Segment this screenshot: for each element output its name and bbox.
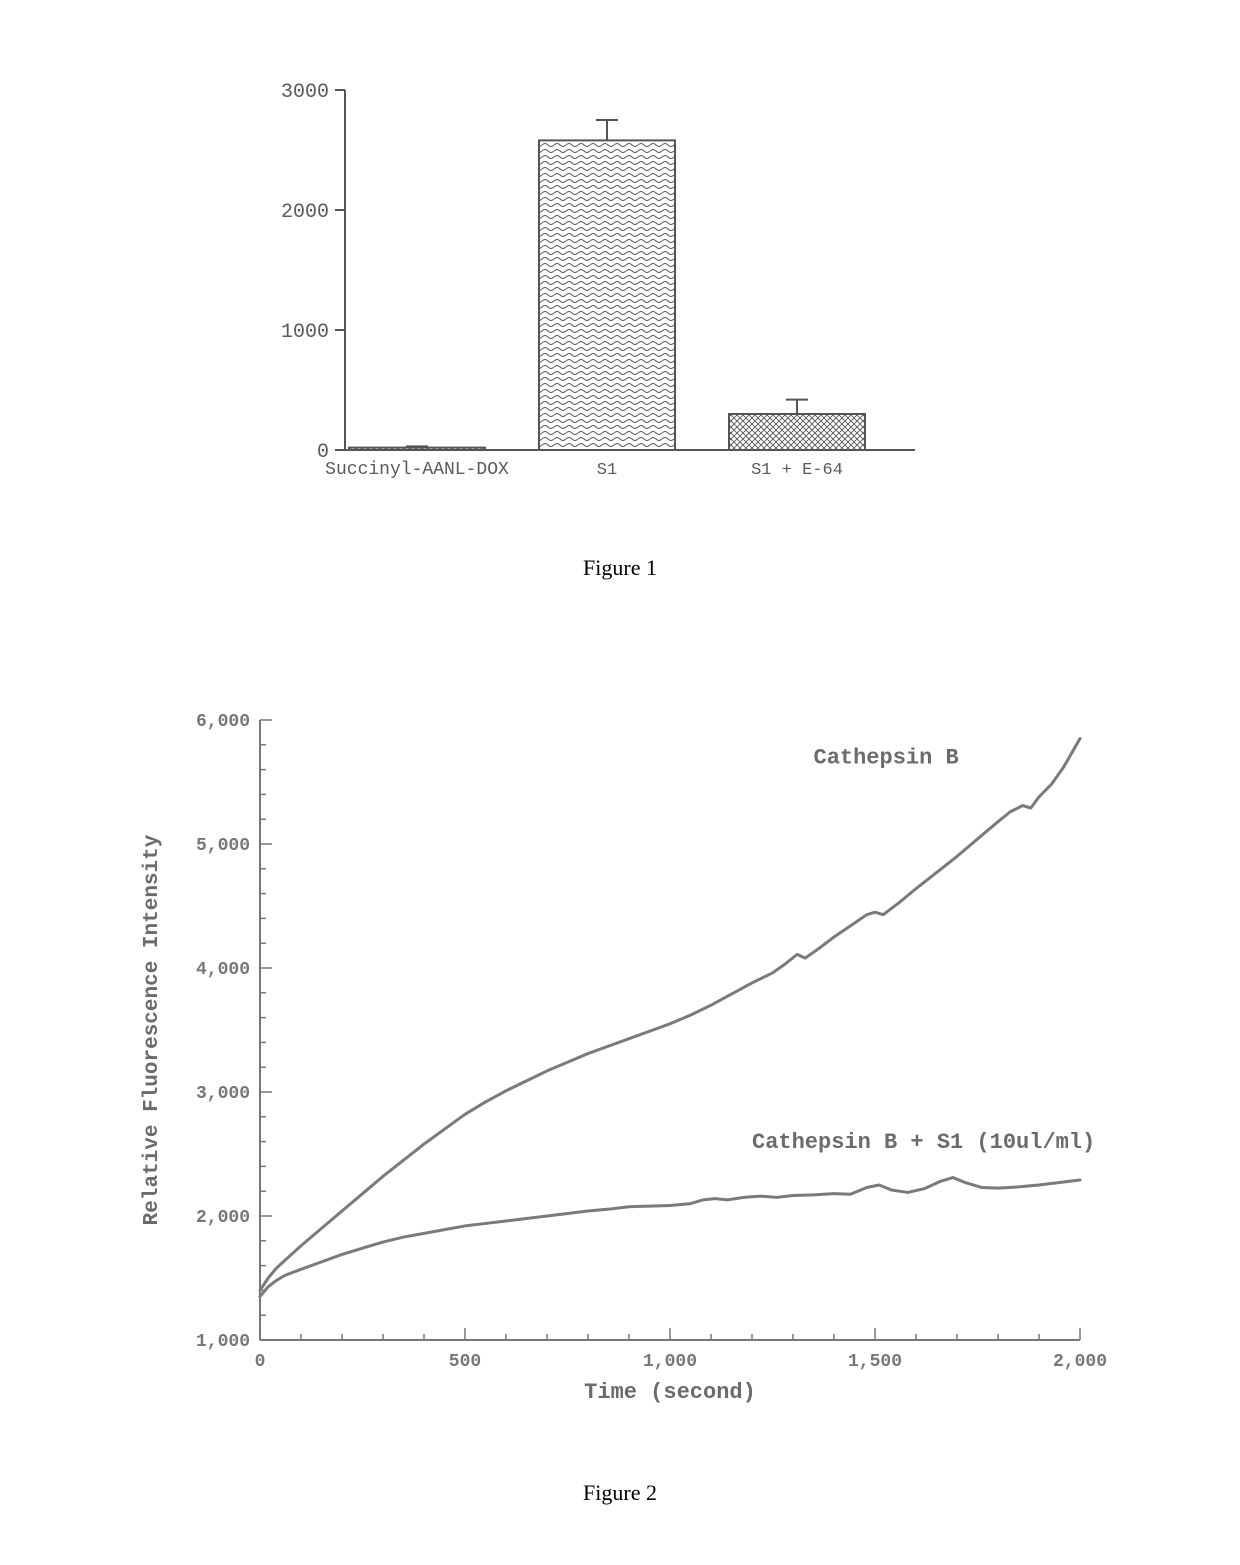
svg-text:0: 0 xyxy=(255,1352,266,1372)
svg-text:Relative Fluorescence Intensit: Relative Fluorescence Intensity xyxy=(141,834,164,1225)
svg-text:1,000: 1,000 xyxy=(643,1352,697,1372)
svg-text:Succinyl-AANL-DOX: Succinyl-AANL-DOX xyxy=(325,460,509,480)
svg-text:6,000: 6,000 xyxy=(196,712,250,732)
svg-text:4,000: 4,000 xyxy=(196,960,250,980)
svg-text:1000: 1000 xyxy=(281,321,329,344)
svg-text:500: 500 xyxy=(449,1352,481,1372)
svg-text:1,500: 1,500 xyxy=(848,1352,902,1372)
svg-text:3000: 3000 xyxy=(281,81,329,104)
svg-text:S1: S1 xyxy=(597,461,617,480)
figure-1-caption: Figure 1 xyxy=(0,555,1240,581)
svg-text:1,000: 1,000 xyxy=(196,1332,250,1352)
figure-2-chart: 0 500 1,000 1,500 2,000 1,000 2,000 3,000 4,000 5… xyxy=(115,690,1125,1440)
svg-text:5,000: 5,000 xyxy=(196,836,250,856)
svg-text:Time (second): Time (second) xyxy=(584,1380,756,1405)
svg-text:Cathepsin B: Cathepsin B xyxy=(814,745,959,770)
svg-text:2,000: 2,000 xyxy=(196,1208,250,1228)
svg-text:3,000: 3,000 xyxy=(196,1084,250,1104)
svg-text:2,000: 2,000 xyxy=(1053,1352,1107,1372)
figure-2-svg: 0 500 1,000 1,500 2,000 1,000 2,000 3,000 4,000 5… xyxy=(115,690,1125,1440)
figure-2-caption: Figure 2 xyxy=(0,1480,1240,1506)
svg-text:2000: 2000 xyxy=(281,201,329,224)
figure-1-svg: 0100020003000Succinyl-AANL-DOXS1S1 + E-6… xyxy=(230,70,950,510)
figure-1-chart: 0100020003000Succinyl-AANL-DOXS1S1 + E-6… xyxy=(230,70,950,510)
svg-text:Cathepsin B + S1 (10ul/ml): Cathepsin B + S1 (10ul/ml) xyxy=(752,1130,1095,1155)
svg-text:S1 + E-64: S1 + E-64 xyxy=(751,461,843,480)
